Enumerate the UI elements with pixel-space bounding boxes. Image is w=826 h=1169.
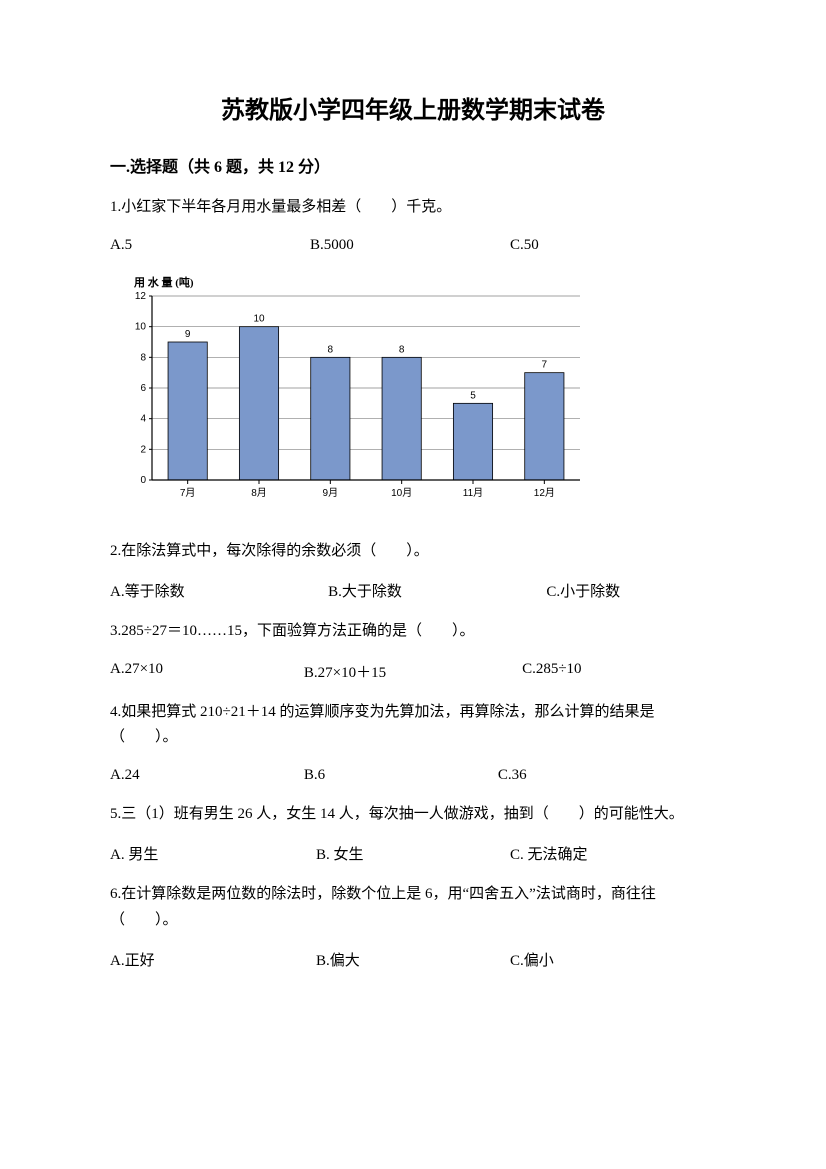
q5-option-a: A. 男生	[110, 843, 316, 864]
svg-text:12: 12	[135, 291, 147, 302]
svg-text:用 水 量 (吨): 用 水 量 (吨)	[134, 275, 194, 289]
q2-option-c: C.小于除数	[546, 580, 716, 601]
question-6-options: A.正好 B.偏大 C.偏小	[110, 949, 716, 970]
question-6: 6.在计算除数是两位数的除法时，除数个位上是 6，用“四舍五入”法试商时，商往往…	[110, 882, 716, 933]
question-1-options: A.5 B.5000 C.50	[110, 237, 716, 254]
q5-option-b: B. 女生	[316, 843, 510, 864]
q1-option-b: B.5000	[310, 237, 510, 254]
q4-option-b: B.6	[304, 767, 498, 784]
svg-text:12月: 12月	[534, 487, 555, 499]
svg-text:4: 4	[140, 413, 146, 424]
q4-option-a: A.24	[110, 767, 304, 784]
q6-option-b: B.偏大	[316, 949, 510, 970]
q4-option-c: C.36	[498, 767, 716, 784]
q1-option-c: C.50	[510, 237, 710, 254]
question-3: 3.285÷27＝10……15，下面验算方法正确的是（ ）。	[110, 619, 716, 645]
svg-text:8: 8	[140, 352, 146, 363]
q3-option-a: A.27×10	[110, 661, 304, 682]
question-4: 4.如果把算式 210÷21＋14 的运算顺序变为先算加法，再算除法，那么计算的…	[110, 700, 716, 751]
q3-option-c: C.285÷10	[522, 661, 716, 682]
section-header: 一.选择题（共 6 题，共 12 分）	[110, 153, 716, 177]
q5-option-c: C. 无法确定	[510, 843, 716, 864]
svg-text:8月: 8月	[251, 487, 267, 499]
svg-text:8: 8	[399, 344, 405, 355]
svg-text:6: 6	[140, 383, 146, 394]
svg-text:2: 2	[140, 444, 146, 455]
q6-option-c: C.偏小	[510, 949, 716, 970]
svg-text:10: 10	[253, 313, 265, 324]
page-title: 苏教版小学四年级上册数学期末试卷	[110, 90, 716, 125]
question-1: 1.小红家下半年各月用水量最多相差（ ）千克。	[110, 195, 716, 221]
q3-option-b: B.27×10＋15	[304, 661, 522, 682]
q6-option-a: A.正好	[110, 949, 316, 970]
q1-option-a: A.5	[110, 237, 310, 254]
svg-text:8: 8	[328, 344, 334, 355]
question-5-options: A. 男生 B. 女生 C. 无法确定	[110, 843, 716, 864]
svg-text:10: 10	[135, 321, 147, 332]
q2-option-b: B.大于除数	[328, 580, 546, 601]
svg-text:9: 9	[185, 329, 191, 340]
question-2: 2.在除法算式中，每次除得的余数必须（ ）。	[110, 539, 716, 565]
question-5: 5.三（1）班有男生 26 人，女生 14 人，每次抽一人做游戏，抽到（ ）的可…	[110, 802, 716, 828]
svg-text:11月: 11月	[463, 487, 483, 499]
svg-text:7月: 7月	[180, 487, 196, 499]
svg-text:5: 5	[470, 390, 476, 401]
svg-text:7: 7	[542, 359, 548, 370]
svg-text:0: 0	[140, 475, 146, 486]
q2-option-a: A.等于除数	[110, 580, 328, 601]
svg-text:10月: 10月	[391, 487, 412, 499]
question-3-options: A.27×10 B.27×10＋15 C.285÷10	[110, 661, 716, 682]
water-usage-chart: 用 水 量 (吨) 0 2 4 6 8 10 12 9 7月 10 8月 8 9月 8 10月 5 11月 7 12月	[120, 274, 716, 509]
svg-text:9月: 9月	[323, 487, 339, 499]
question-4-options: A.24 B.6 C.36	[110, 767, 716, 784]
question-2-options: A.等于除数 B.大于除数 C.小于除数	[110, 580, 716, 601]
